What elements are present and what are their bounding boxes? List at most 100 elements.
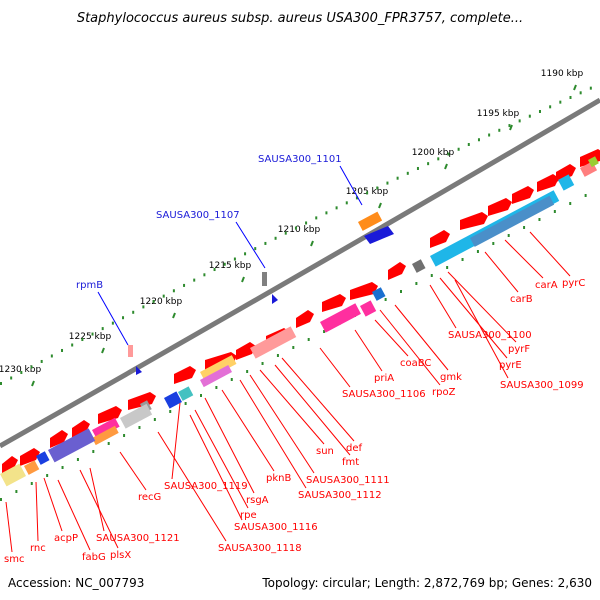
gene-label: coaBC	[400, 358, 431, 369]
minor-tick	[152, 299, 155, 303]
inner-tick	[107, 442, 110, 445]
minor-tick	[376, 186, 379, 190]
feature-pointer	[235, 221, 266, 269]
inner-tick	[61, 466, 64, 469]
major-tick	[444, 163, 448, 170]
gene-pointer	[529, 231, 571, 277]
gene-pointer	[35, 481, 39, 542]
inner-tick	[523, 226, 526, 229]
forward-gene-arrow	[322, 294, 346, 312]
tick-label: 1210 kbp	[278, 225, 321, 235]
gene-label: pyrE	[499, 360, 522, 371]
forward-gene-arrow	[2, 456, 18, 474]
tick-label: 1220 kbp	[140, 297, 183, 307]
minor-tick	[71, 343, 74, 347]
feature-marker	[136, 366, 142, 375]
gene-pointer	[259, 369, 325, 445]
major-tick	[378, 202, 382, 209]
inner-tick	[538, 218, 541, 221]
inner-tick	[492, 242, 495, 245]
feature-pointer	[97, 291, 129, 346]
major-tick	[172, 312, 176, 319]
minor-tick	[81, 338, 84, 342]
minor-tick	[183, 283, 186, 287]
gene-label: sun	[316, 446, 334, 457]
gene-label: SAUSA300_1112	[298, 490, 382, 501]
map-title: Staphylococcus aureus subsp. aureus USA3…	[77, 11, 523, 26]
inner-tick	[153, 418, 156, 421]
minor-tick	[538, 109, 541, 113]
minor-tick	[142, 305, 145, 309]
reverse-gene-block	[200, 364, 233, 388]
minor-tick	[396, 176, 399, 180]
reverse-gene-block	[23, 460, 40, 475]
gene-label: rpoZ	[432, 387, 456, 398]
major-tick	[509, 124, 513, 131]
gene-label: SAUSA300_1121	[96, 533, 180, 544]
gene-pointer	[379, 309, 441, 386]
minor-tick	[508, 124, 511, 128]
minor-tick	[406, 171, 409, 175]
feature-marker	[272, 294, 278, 304]
forward-gene-arrow	[98, 406, 122, 424]
forward-gene-arrow	[460, 212, 488, 230]
major-tick	[573, 84, 577, 91]
minor-tick	[233, 257, 236, 261]
minor-tick	[10, 376, 13, 380]
reverse-gene-block	[91, 425, 119, 446]
reverse-gene-block	[200, 355, 237, 381]
inner-tick	[415, 282, 418, 285]
minor-tick	[488, 133, 491, 137]
inner-tick	[307, 338, 310, 341]
inner-tick	[76, 458, 79, 461]
backbone	[0, 97, 600, 449]
minor-tick	[335, 206, 338, 210]
forward-gene-arrow	[488, 198, 512, 216]
minor-tick	[284, 231, 287, 235]
minor-tick	[579, 91, 582, 95]
gene-label: carB	[510, 294, 533, 305]
gene-label: plsX	[110, 550, 131, 561]
tick-label: 1190 kbp	[541, 69, 584, 79]
inner-tick	[384, 298, 387, 301]
forward-gene-arrow	[296, 310, 314, 328]
minor-tick	[132, 310, 135, 314]
gene-pointer	[79, 469, 119, 549]
forward-gene-arrow	[174, 366, 196, 384]
inner-tick	[261, 362, 264, 365]
inner-tick	[30, 482, 33, 485]
inner-tick	[276, 354, 279, 357]
minor-tick	[315, 216, 318, 220]
minor-tick	[274, 236, 277, 240]
gene-label: SAUSA300_1099	[500, 380, 584, 391]
minor-tick	[589, 86, 592, 90]
genome-summary: Topology: circular; Length: 2,872,769 bp…	[261, 576, 592, 590]
accession-label: Accession: NC_007793	[8, 576, 144, 590]
minor-tick	[50, 354, 53, 358]
gene-label: rnc	[30, 543, 46, 554]
minor-tick	[416, 166, 419, 170]
minor-tick	[325, 211, 328, 215]
tick-label: 1230 kbp	[0, 365, 41, 375]
gene-pointer	[204, 397, 255, 494]
forward-gene-arrow	[512, 186, 534, 204]
gene-label: fabG	[82, 552, 106, 563]
inner-tick	[246, 370, 249, 373]
gene-pointer	[249, 374, 315, 474]
feature-annotations: SAUSA300_1101 SAUSA300_1107 rpmB	[76, 154, 394, 375]
inner-tick	[15, 490, 18, 493]
minor-tick	[528, 114, 531, 118]
inner-tick	[400, 290, 402, 293]
major-tick	[101, 347, 105, 354]
minor-tick	[457, 147, 460, 151]
gene-pointer	[221, 389, 275, 472]
gene-label: carA	[535, 280, 558, 291]
minor-tick	[40, 359, 43, 363]
minor-tick	[447, 152, 450, 156]
gene-pointer	[484, 251, 519, 293]
feature-marker	[364, 226, 394, 244]
reverse-gene-block	[557, 174, 575, 191]
gene-label: SAUSA300_1119	[164, 481, 248, 492]
